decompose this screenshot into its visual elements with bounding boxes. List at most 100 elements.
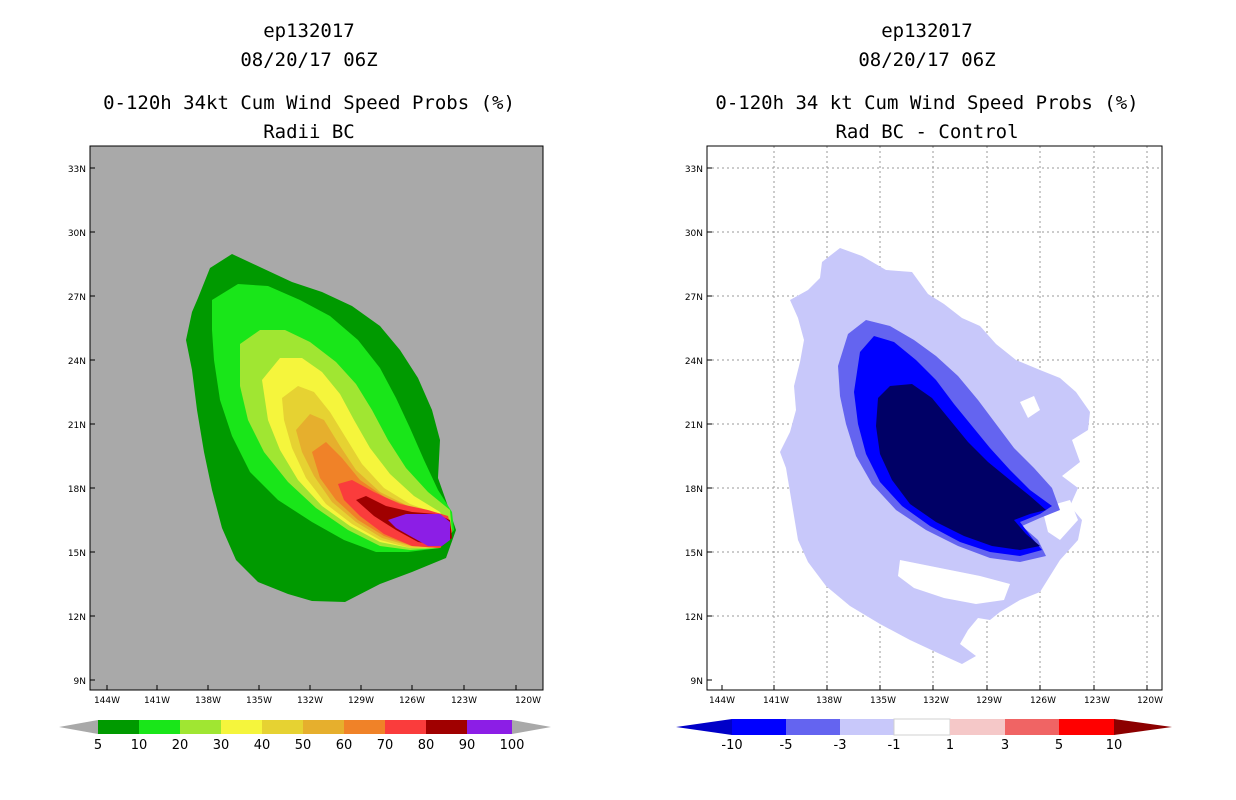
left-lon-axis: 144W 141W 138W 135W 132W 129W 126W 123W …: [94, 685, 541, 706]
right-legend-swatch-neg5-neg3: [786, 719, 840, 735]
right-legend: -10 -5 -3 -1 1 3 5 10: [676, 718, 1172, 753]
left-title-datetime: 08/20/17 06Z: [240, 49, 377, 71]
left-lat-label-12n: 12N: [68, 613, 86, 623]
right-legend-swatch-neg1-1: [893, 718, 951, 736]
diff-contour-below-neg10: [876, 384, 1046, 550]
left-lon-label-138w: 138W: [195, 696, 221, 706]
right-legend-swatch-5-10: [1059, 719, 1114, 735]
right-legend-label: 10: [1106, 738, 1123, 753]
right-lat-axis: 9N 12N 15N 18N 21N 24N 27N 30N 33N: [685, 165, 712, 687]
left-lon-label-123w: 123W: [451, 696, 477, 706]
right-map-frame: [706, 145, 1163, 691]
right-title-datetime: 08/20/17 06Z: [858, 49, 995, 71]
left-legend-swatch-60-70: [344, 720, 385, 734]
right-title-product: 0-120h 34 kt Cum Wind Speed Probs (%): [715, 92, 1138, 114]
right-lat-label-24n: 24N: [685, 357, 703, 367]
left-legend-label: 50: [295, 738, 312, 753]
left-lat-label-15n: 15N: [68, 549, 86, 559]
left-legend-label: 60: [336, 738, 353, 753]
left-legend-swatch-20-30: [180, 720, 221, 734]
right-panel: ep132017 08/20/17 06Z 0-120h 34 kt Cum W…: [676, 20, 1172, 753]
left-lat-label-33n: 33N: [68, 165, 86, 175]
right-lon-label-123w: 123W: [1084, 696, 1110, 706]
left-title-storm-id: ep132017: [263, 20, 355, 42]
left-panel: ep132017 08/20/17 06Z 0-120h 34kt Cum Wi…: [59, 20, 551, 753]
left-legend-swatch-5-10: [98, 720, 139, 734]
left-legend-label: 80: [418, 738, 435, 753]
diff-gap-white-1: [1020, 396, 1040, 418]
right-map: 9N 12N 15N 18N 21N 24N 27N 30N 33N: [685, 145, 1163, 706]
right-lon-label-138w: 138W: [816, 696, 842, 706]
right-lon-label-135w: 135W: [870, 696, 896, 706]
left-lon-label-135w: 135W: [246, 696, 272, 706]
left-lat-label-9n: 9N: [74, 677, 86, 687]
right-title-storm-id: ep132017: [881, 20, 973, 42]
left-legend-label: 10: [131, 738, 148, 753]
left-lat-axis: 9N 12N 15N 18N 21N 24N 27N 30N 33N: [68, 165, 95, 687]
left-title-product: 0-120h 34kt Cum Wind Speed Probs (%): [103, 92, 515, 114]
left-legend-label: 40: [254, 738, 271, 753]
right-legend-label: -1: [888, 738, 901, 753]
left-legend-label: 100: [500, 738, 525, 753]
right-lon-axis: 144W 141W 138W 135W 132W 129W 126W 123W …: [709, 685, 1163, 706]
right-legend-label: -10: [721, 738, 742, 753]
left-legend-swatch-90-100: [467, 720, 512, 734]
left-legend-swatch-80-90: [426, 720, 467, 734]
right-lon-label-120w: 120W: [1137, 696, 1163, 706]
left-legend: 5 10 20 30 40 50 60 70 80 90 100: [59, 720, 551, 753]
left-lat-label-27n: 27N: [68, 293, 86, 303]
left-legend-label: 5: [94, 738, 102, 753]
right-lat-label-33n: 33N: [685, 165, 703, 175]
left-legend-label: 90: [459, 738, 476, 753]
left-legend-overflow-arrow: [512, 720, 551, 734]
left-lat-label-21n: 21N: [68, 421, 86, 431]
left-lat-label-30n: 30N: [68, 229, 86, 239]
right-lat-label-12n: 12N: [685, 613, 703, 623]
right-lat-label-21n: 21N: [685, 421, 703, 431]
left-lon-label-120w: 120W: [515, 696, 541, 706]
left-map: 9N 12N 15N 18N 21N 24N 27N 30N 33N: [68, 145, 544, 706]
right-legend-label: -5: [780, 738, 793, 753]
right-lon-label-141w: 141W: [763, 696, 789, 706]
right-lat-label-30n: 30N: [685, 229, 703, 239]
right-legend-underflow-arrow: [676, 719, 732, 735]
right-lon-label-126w: 126W: [1030, 696, 1056, 706]
left-title-subtitle: Radii BC: [263, 121, 355, 143]
left-legend-swatch-70-80: [385, 720, 426, 734]
right-legend-label: 1: [946, 738, 954, 753]
right-legend-label: 3: [1001, 738, 1009, 753]
right-legend-swatch-neg10-neg5: [732, 719, 786, 735]
right-legend-label: -3: [834, 738, 847, 753]
right-legend-overflow-arrow: [1114, 719, 1172, 735]
prob-contour-90: [388, 514, 450, 546]
left-lon-label-126w: 126W: [399, 696, 425, 706]
left-legend-label: 70: [377, 738, 394, 753]
right-legend-label: 5: [1055, 738, 1063, 753]
right-legend-swatch-1-3: [950, 719, 1005, 735]
right-lat-label-27n: 27N: [685, 293, 703, 303]
right-lon-label-129w: 129W: [976, 696, 1002, 706]
left-lon-label-144w: 144W: [94, 696, 120, 706]
left-legend-label: 20: [172, 738, 189, 753]
right-legend-swatch-3-5: [1005, 719, 1059, 735]
left-legend-swatch-50-60: [303, 720, 344, 734]
left-lon-label-132w: 132W: [297, 696, 323, 706]
right-lat-label-9n: 9N: [691, 677, 703, 687]
left-legend-underflow-arrow: [59, 720, 98, 734]
right-lat-label-15n: 15N: [685, 549, 703, 559]
left-legend-label: 30: [213, 738, 230, 753]
right-lon-label-144w: 144W: [709, 696, 735, 706]
right-lon-label-132w: 132W: [923, 696, 949, 706]
right-legend-swatch-neg3-neg1: [840, 719, 894, 735]
right-title-subtitle: Rad BC - Control: [835, 121, 1018, 143]
left-lat-label-18n: 18N: [68, 485, 86, 495]
left-lat-label-24n: 24N: [68, 357, 86, 367]
left-legend-swatch-30-40: [221, 720, 262, 734]
left-lon-label-141w: 141W: [144, 696, 170, 706]
left-legend-swatch-40-50: [262, 720, 303, 734]
left-map-frame: [89, 145, 544, 691]
diff-gap-white-3: [898, 560, 1010, 604]
left-lon-label-129w: 129W: [348, 696, 374, 706]
left-legend-swatch-10-20: [139, 720, 180, 734]
